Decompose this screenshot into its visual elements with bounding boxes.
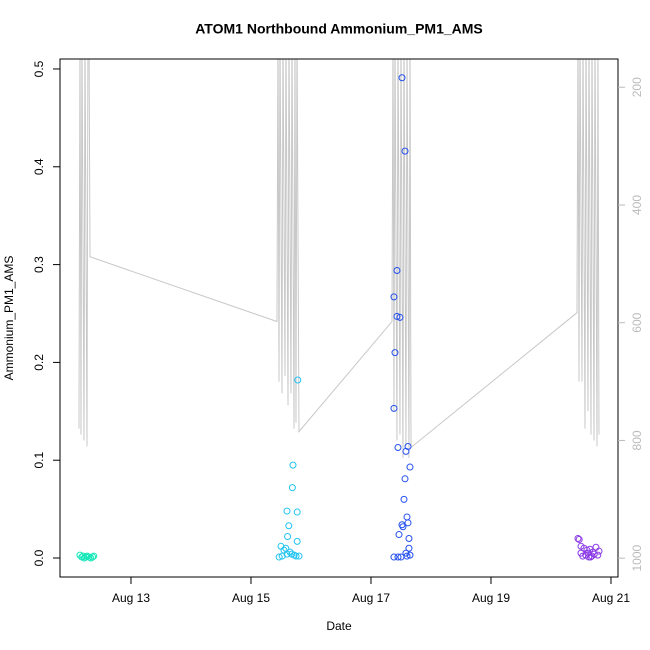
scatter-point — [399, 523, 407, 531]
scatter-point — [402, 447, 410, 455]
scatter-point — [283, 550, 291, 558]
y-tick-label: 0.2 — [32, 354, 46, 371]
scatter-point — [401, 475, 409, 483]
scatter-point — [289, 461, 297, 469]
chart-title: ATOM1 Northbound Ammonium_PM1_AMS — [195, 21, 483, 37]
scatter-point — [294, 376, 302, 384]
scatter-point — [390, 293, 398, 301]
y-tick-label: 0.5 — [32, 60, 46, 77]
scatter-point — [405, 534, 413, 542]
scatter-point — [275, 553, 283, 561]
scatter-point — [292, 552, 300, 560]
y2-tick-label: 800 — [630, 430, 644, 450]
y-tick-label: 0.0 — [32, 549, 46, 566]
x-tick-label: Aug 19 — [472, 591, 510, 605]
scatter-point — [391, 349, 399, 357]
x-tick-label: Aug 13 — [112, 591, 150, 605]
scatter-point — [90, 552, 98, 560]
plot-frame — [59, 58, 619, 578]
y-tick-label: 0.1 — [32, 452, 46, 469]
scatter-point — [393, 266, 401, 274]
scatter-point — [401, 147, 409, 155]
scatter-point — [393, 312, 401, 320]
scatter-point — [402, 549, 410, 557]
y-axis-label: Ammonium_PM1_AMS — [2, 256, 16, 381]
scatter-point — [390, 553, 398, 561]
y2-tick-label: 400 — [630, 195, 644, 215]
scatter-point — [390, 404, 398, 412]
scatter-point — [587, 553, 595, 561]
scatter-point — [406, 551, 414, 559]
x-tick-label: Aug 17 — [352, 591, 390, 605]
scatter-point — [395, 531, 403, 539]
scatter-point — [403, 552, 411, 560]
scatter-point — [394, 553, 402, 561]
scatter-point — [293, 537, 301, 545]
scatter-point — [89, 553, 97, 561]
scatter-point — [594, 551, 602, 559]
scatter-point — [284, 533, 292, 541]
y2-tick-label: 200 — [630, 77, 644, 97]
scatter-point — [295, 552, 303, 560]
scatter-point — [404, 519, 412, 527]
scatter-point — [575, 535, 583, 543]
scatter-point — [285, 522, 293, 530]
scatter-point — [574, 534, 582, 542]
y-tick-label: 0.3 — [32, 256, 46, 273]
y-tick-label: 0.4 — [32, 158, 46, 175]
x-tick-label: Aug 15 — [232, 591, 270, 605]
y2-tick-label: 1000 — [630, 544, 644, 571]
scatter-point — [405, 544, 413, 552]
y2-tick-label: 600 — [630, 312, 644, 332]
scatter-point — [396, 313, 404, 321]
scatter-point — [293, 508, 301, 516]
scatter-point — [82, 553, 90, 561]
scatter-point — [400, 495, 408, 503]
scatter-point — [288, 484, 296, 492]
scatter-point — [595, 547, 603, 555]
scatter-point — [579, 552, 587, 560]
x-tick-label: Aug 21 — [592, 591, 630, 605]
scatter-point — [406, 463, 414, 471]
x-axis-label: Date — [326, 619, 352, 633]
scatter-point — [398, 74, 406, 82]
scatter-point — [283, 507, 291, 515]
scatter-point — [394, 444, 402, 451]
